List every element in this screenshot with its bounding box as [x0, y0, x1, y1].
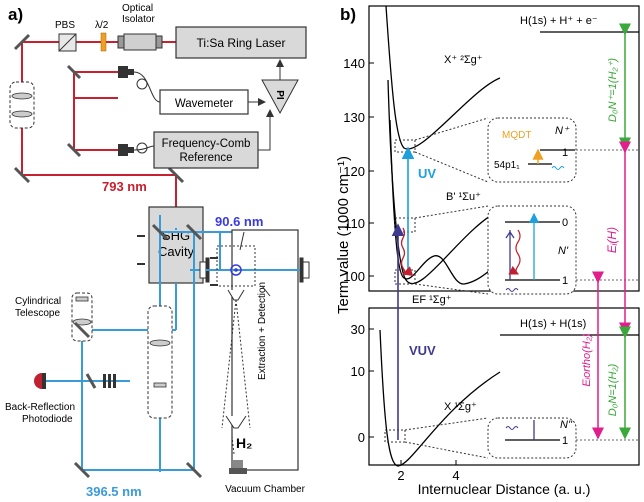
wavemeter-label: Wavemeter	[175, 98, 234, 110]
ytick-0: 0	[358, 430, 365, 445]
wl-906-label: 90.6 nm	[215, 214, 263, 229]
state-ef-label: EF ¹Σg⁺	[412, 294, 452, 306]
state-b-label: B' ¹Σu⁺	[446, 191, 481, 203]
cyl-label-2: Telescope	[15, 308, 60, 319]
fibers	[133, 71, 161, 154]
wl-3965-label: 396.5 nm	[86, 484, 142, 499]
vacuum-label: Vacuum Chamber	[225, 484, 306, 495]
n-dprime-label: N''	[560, 419, 573, 431]
interaction-point	[230, 264, 242, 276]
panel-a: a) PBS λ/2	[5, 3, 310, 499]
d0-ion-label: D₀N⁺=1(H₂⁺)	[607, 58, 619, 122]
cyl-label-1: Cylindrical	[15, 296, 61, 307]
extraction-optics	[221, 289, 251, 455]
ytick-110: 110	[344, 216, 365, 231]
red-decay	[400, 227, 414, 277]
n-plus-label: N⁺	[555, 125, 570, 137]
telescope-2	[147, 305, 173, 419]
x-axis-label: Internuclear Distance (a. u.)	[418, 481, 591, 497]
curve-ef	[389, 119, 501, 285]
panel-b: b) Term value (1000 cm⁻¹) Internuclear D…	[335, 5, 640, 497]
tisa-laser-label: Ti:Sa Ring Laser	[197, 36, 286, 50]
x-level-1: 1	[562, 435, 568, 447]
halfwave-label: λ/2	[95, 20, 109, 31]
panel-b-label: b)	[340, 5, 356, 24]
pi-label: PI	[274, 90, 285, 100]
freq-comb-label-2: Reference	[179, 152, 232, 164]
y-tick-labels: 0 10 30 100 110 120 130 140	[343, 56, 365, 445]
h2-label: H₂	[236, 435, 252, 451]
energy-arrows	[592, 23, 631, 440]
ytick-140: 140	[343, 56, 365, 71]
panel-a-label: a)	[8, 5, 23, 24]
xtick-2: 2	[397, 468, 404, 483]
feedback-lines	[248, 59, 284, 151]
source-nozzle	[229, 460, 247, 474]
ei-h-label: Eᵢ(H)	[605, 227, 619, 253]
limit-top-label: H(1s) + H⁺ + e⁻	[520, 15, 598, 27]
isolator-label-1: Optical	[122, 3, 153, 14]
fiber-couplers	[118, 66, 134, 156]
optical-isolator	[117, 33, 163, 51]
mqdt-label: MQDT	[502, 130, 531, 141]
tisa-laser-box	[175, 26, 307, 59]
rydberg-label: 54p1₁	[494, 160, 520, 171]
ir-mirrors	[13, 33, 185, 184]
uv-mirrors	[73, 223, 203, 479]
ytick-130: 130	[343, 110, 365, 125]
shg-label-1: SHG	[162, 228, 190, 243]
photodiode	[34, 373, 116, 389]
ei-ortho-label: Eᵢortho(H₂)	[581, 333, 593, 387]
n-prime-label: N'	[558, 245, 569, 257]
cavity-element	[9, 81, 35, 129]
xtick-4: 4	[452, 468, 459, 483]
uv-label: UV	[418, 166, 436, 181]
br-label-2: Photodiode	[22, 414, 73, 425]
state-ion-label: X⁺ ²Σg⁺	[444, 54, 483, 66]
halfwave-plate	[100, 32, 107, 52]
y-ticks	[369, 62, 374, 438]
ir-beam	[21, 41, 177, 207]
ytick-120: 120	[343, 164, 365, 179]
curve-x	[379, 329, 501, 467]
interaction-region	[216, 245, 256, 287]
ion-level-1: 1	[562, 147, 568, 159]
pbs-label: PBS	[55, 20, 75, 31]
ytick-100: 100	[343, 269, 365, 284]
transition-arrows	[391, 146, 415, 440]
x-tick-labels: 2 4	[397, 468, 459, 483]
bef-level-0: 0	[562, 217, 568, 229]
vuv-label: VUV	[409, 343, 436, 358]
br-label-1: Back-Reflection	[5, 402, 75, 413]
freq-comb-label-1: Frequency-Comb	[162, 138, 251, 150]
state-x-label: X ¹Σg⁺	[444, 401, 477, 413]
b-ef-inset: 0 1 N'	[505, 212, 569, 292]
ion-inset: MQDT 54p1₁ N⁺ 1	[494, 125, 575, 171]
x-inset: 1 N''	[505, 419, 573, 447]
bef-level-1: 1	[562, 275, 568, 287]
ytick-10: 10	[351, 364, 365, 379]
d0-neutral-label: D₀N=1(H₂)	[607, 363, 619, 416]
y-axis-label: Term value (1000 cm⁻¹)	[335, 156, 352, 314]
isolator-label-2: Isolator	[122, 14, 155, 25]
ytick-30: 30	[351, 322, 365, 337]
cylindrical-telescope	[71, 292, 93, 342]
wl-793-label: 793 nm	[102, 179, 147, 194]
limit-mid-label: H(1s) + H(1s)	[520, 318, 586, 330]
extraction-label: Extraction + Detection	[257, 282, 268, 380]
shg-label-2: Cavity	[158, 244, 195, 259]
